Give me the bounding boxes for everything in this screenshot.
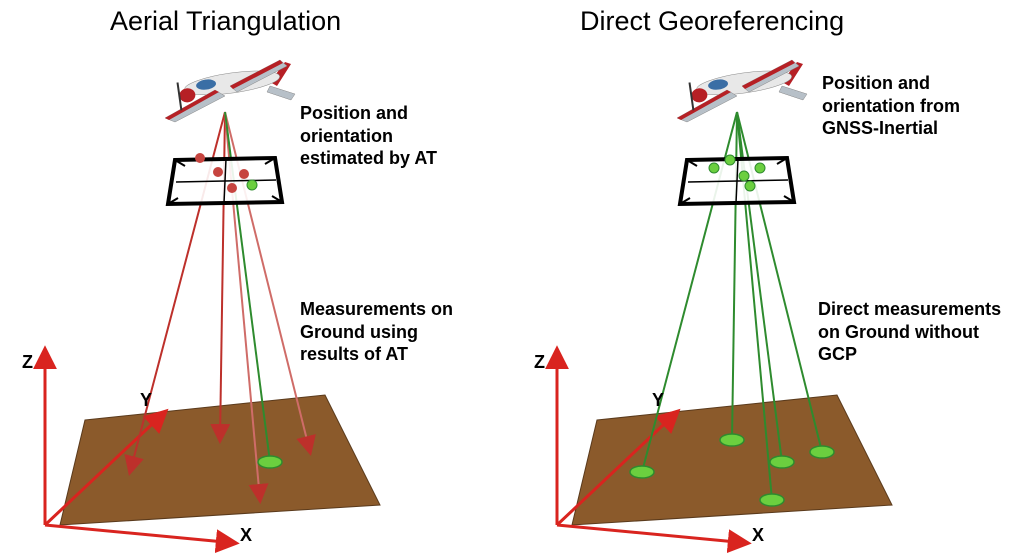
right-title: Direct Georeferencing (580, 6, 844, 37)
frame-dot (239, 169, 249, 179)
airplane-icon (677, 60, 807, 122)
ground-dot (810, 446, 834, 458)
axis-x (45, 525, 235, 543)
left-annotation-top: Position and orientation estimated by AT (300, 102, 437, 170)
airplane-icon (165, 60, 295, 122)
frame-dot (227, 183, 237, 193)
frame-dot (195, 153, 205, 163)
right-axis-z-label: Z (534, 352, 545, 373)
ground-dot (720, 434, 744, 446)
frame-dot (725, 155, 735, 165)
frame-dot (213, 167, 223, 177)
right-annotation-mid: Direct measurements on Ground without GC… (818, 298, 1001, 366)
frame-dot (755, 163, 765, 173)
ground-dot (770, 456, 794, 468)
right-axis-y-label: Y (652, 390, 664, 411)
ground-dot (258, 456, 282, 468)
left-axis-y-label: Y (140, 390, 152, 411)
frame-dot (739, 171, 749, 181)
axis-x (557, 525, 747, 543)
left-axis-x-label: X (240, 525, 252, 546)
left-panel-svg (0, 0, 512, 553)
ground-dot (630, 466, 654, 478)
left-title: Aerial Triangulation (110, 6, 341, 37)
frame-dot (709, 163, 719, 173)
left-axis-z-label: Z (22, 352, 33, 373)
frame-dot (745, 181, 755, 191)
left-annotation-mid: Measurements on Ground using results of … (300, 298, 453, 366)
right-annotation-top: Position and orientation from GNSS-Inert… (822, 72, 960, 140)
right-axis-x-label: X (752, 525, 764, 546)
ground-dot (760, 494, 784, 506)
frame-dot (247, 180, 257, 190)
figure-stage: Aerial Triangulation Direct Georeferenci… (0, 0, 1024, 553)
